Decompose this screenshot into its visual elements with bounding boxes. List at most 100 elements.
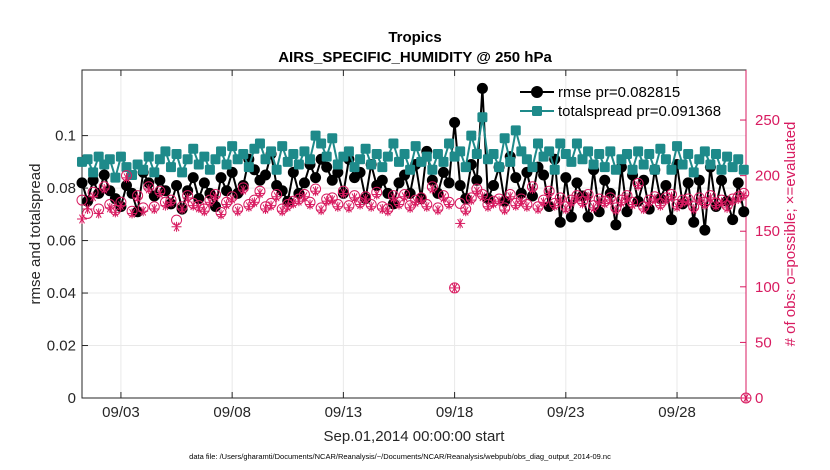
data-point-rmse xyxy=(460,193,472,205)
data-point-totalspread xyxy=(154,154,165,165)
data-point-obs-evaluated xyxy=(399,191,410,202)
data-point-totalspread xyxy=(510,125,521,136)
data-point-totalspread xyxy=(488,148,499,159)
data-point-rmse xyxy=(276,185,288,197)
data-point-rmse xyxy=(610,219,622,231)
data-point-rmse xyxy=(326,174,338,186)
data-point-obs-evaluated xyxy=(305,199,316,210)
legend-label-totalspread: totalspread pr=0.091368 xyxy=(558,103,721,120)
data-point-totalspread xyxy=(299,146,310,157)
data-point-rmse xyxy=(443,177,455,189)
data-file-footnote: data file: /Users/gharamti/Documents/NCA… xyxy=(189,452,611,461)
data-point-obs-evaluated xyxy=(177,203,188,214)
data-point-totalspread xyxy=(533,138,544,149)
data-point-totalspread xyxy=(260,154,271,165)
data-point-obs-evaluated xyxy=(688,203,699,214)
data-point-obs-evaluated xyxy=(583,191,594,202)
data-point-rmse xyxy=(738,206,750,218)
data-point-totalspread xyxy=(149,167,160,178)
data-point-rmse xyxy=(565,211,577,223)
data-point-obs-evaluated xyxy=(366,201,377,212)
data-point-obs-evaluated xyxy=(299,191,310,202)
data-point-rmse xyxy=(260,169,272,181)
x-axis-label: Sep.01,2014 00:00:00 start xyxy=(324,428,506,445)
data-point-totalspread xyxy=(432,148,443,159)
data-point-totalspread xyxy=(722,151,733,162)
y-tick-label: 0 xyxy=(68,390,76,407)
data-point-totalspread xyxy=(505,156,516,167)
data-point-rmse xyxy=(298,177,310,189)
data-point-rmse xyxy=(198,177,210,189)
data-point-totalspread xyxy=(666,164,677,175)
x-tick-label: 09/18 xyxy=(436,404,474,421)
data-point-obs-evaluated xyxy=(599,198,610,209)
data-point-obs-evaluated xyxy=(410,197,421,208)
data-point-totalspread xyxy=(288,148,299,159)
data-point-rmse xyxy=(332,166,344,178)
data-point-totalspread xyxy=(460,162,471,173)
legend-marker-totalspread xyxy=(532,106,542,116)
data-point-rmse xyxy=(143,177,155,189)
data-point-obs-evaluated xyxy=(460,206,471,217)
data-point-totalspread xyxy=(499,133,510,144)
data-point-totalspread xyxy=(143,151,154,162)
data-point-totalspread xyxy=(699,146,710,157)
data-point-obs-evaluated xyxy=(332,201,343,212)
data-point-obs-evaluated xyxy=(633,180,644,191)
data-point-totalspread xyxy=(649,164,660,175)
data-point-obs-evaluated xyxy=(716,197,727,208)
data-point-rmse xyxy=(376,174,388,186)
data-point-rmse xyxy=(693,174,705,186)
data-point-totalspread xyxy=(93,151,104,162)
y2-tick-label: 50 xyxy=(755,334,772,351)
data-point-obs-evaluated xyxy=(588,202,599,213)
data-point-obs-zero-evaluated xyxy=(741,393,751,403)
data-point-totalspread xyxy=(82,154,93,165)
data-point-obs-evaluated xyxy=(93,208,104,219)
data-point-totalspread xyxy=(210,154,221,165)
data-point-obs-evaluated xyxy=(705,192,716,203)
data-point-totalspread xyxy=(88,167,99,178)
y2-axis-label: # of obs: o=possible; ×=evaluated xyxy=(782,122,799,347)
data-point-totalspread xyxy=(355,154,366,165)
data-point-totalspread xyxy=(583,146,594,157)
data-point-obs-evaluated xyxy=(254,188,265,199)
data-point-obs-evaluated xyxy=(655,200,666,211)
data-point-totalspread xyxy=(672,141,683,152)
data-point-obs-evaluated xyxy=(371,189,382,200)
data-point-obs-evaluated xyxy=(605,195,616,206)
data-point-totalspread xyxy=(644,148,655,159)
data-point-totalspread xyxy=(366,159,377,170)
data-point-totalspread xyxy=(427,164,438,175)
data-point-rmse xyxy=(393,177,405,189)
data-point-totalspread xyxy=(327,133,338,144)
y-tick-label: 0.02 xyxy=(47,338,76,355)
data-point-obs-evaluated xyxy=(343,202,354,213)
data-point-rmse xyxy=(688,216,700,228)
data-point-obs-evaluated xyxy=(338,188,349,199)
data-point-totalspread xyxy=(199,151,210,162)
data-point-totalspread xyxy=(705,159,716,170)
data-point-totalspread xyxy=(494,162,505,173)
data-point-totalspread xyxy=(321,151,332,162)
data-point-totalspread xyxy=(204,164,215,175)
data-point-obs-evaluated xyxy=(432,205,443,216)
data-point-obs-evaluated xyxy=(149,203,160,214)
data-point-obs-evaluated xyxy=(288,198,299,209)
data-point-obs-evaluated xyxy=(722,202,733,213)
data-point-totalspread xyxy=(104,154,115,165)
legend: rmse pr=0.082815 totalspread pr=0.091368 xyxy=(520,84,721,120)
data-point-obs-evaluated xyxy=(521,201,532,212)
data-point-totalspread xyxy=(343,146,354,157)
data-point-totalspread xyxy=(399,148,410,159)
data-point-obs-evaluated xyxy=(677,197,688,208)
data-layer xyxy=(76,82,752,404)
data-point-totalspread xyxy=(177,167,188,178)
data-point-obs-evaluated xyxy=(165,197,176,208)
data-point-totalspread xyxy=(738,164,749,175)
data-point-obs-evaluated xyxy=(466,195,477,206)
data-point-rmse xyxy=(526,190,538,202)
data-point-obs-evaluated xyxy=(266,200,277,211)
data-point-totalspread xyxy=(421,151,432,162)
data-point-totalspread xyxy=(371,148,382,159)
